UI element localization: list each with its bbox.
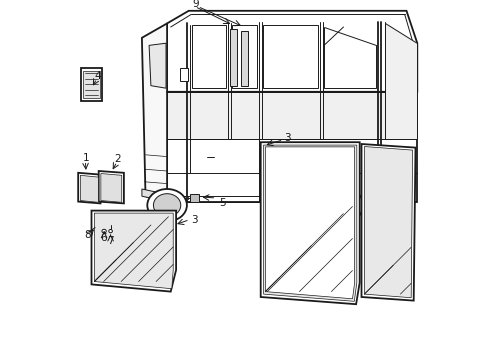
Ellipse shape	[147, 189, 186, 221]
Polygon shape	[241, 31, 247, 86]
Polygon shape	[167, 92, 416, 139]
Polygon shape	[91, 211, 176, 292]
Polygon shape	[81, 68, 102, 101]
Ellipse shape	[309, 185, 363, 225]
Text: 2: 2	[114, 154, 121, 165]
Polygon shape	[167, 11, 416, 92]
Text: 1: 1	[82, 153, 89, 163]
Text: 3: 3	[284, 133, 290, 143]
Polygon shape	[78, 173, 101, 203]
Ellipse shape	[153, 194, 181, 217]
Polygon shape	[142, 23, 167, 202]
Polygon shape	[324, 27, 375, 88]
Polygon shape	[260, 142, 359, 304]
Ellipse shape	[108, 230, 112, 233]
Text: 6: 6	[100, 233, 106, 243]
Polygon shape	[149, 43, 166, 88]
Polygon shape	[167, 92, 416, 202]
Polygon shape	[384, 23, 416, 139]
Text: 8: 8	[84, 230, 90, 240]
Polygon shape	[99, 171, 123, 203]
Polygon shape	[231, 25, 257, 88]
Polygon shape	[83, 71, 100, 98]
Polygon shape	[101, 174, 122, 202]
Polygon shape	[192, 25, 226, 88]
Polygon shape	[361, 144, 415, 301]
Text: 5: 5	[219, 198, 226, 208]
Polygon shape	[189, 194, 199, 202]
Ellipse shape	[317, 191, 354, 220]
Polygon shape	[142, 189, 167, 202]
Ellipse shape	[102, 229, 106, 233]
Polygon shape	[263, 25, 318, 88]
Text: 4: 4	[94, 71, 101, 81]
Polygon shape	[230, 29, 237, 86]
Polygon shape	[179, 68, 187, 81]
Text: 3: 3	[190, 215, 197, 225]
Polygon shape	[80, 175, 98, 202]
Text: 9: 9	[192, 0, 199, 9]
Polygon shape	[263, 145, 356, 301]
Text: 7: 7	[107, 236, 113, 246]
Polygon shape	[364, 147, 412, 298]
Polygon shape	[265, 147, 354, 299]
Polygon shape	[94, 213, 173, 289]
